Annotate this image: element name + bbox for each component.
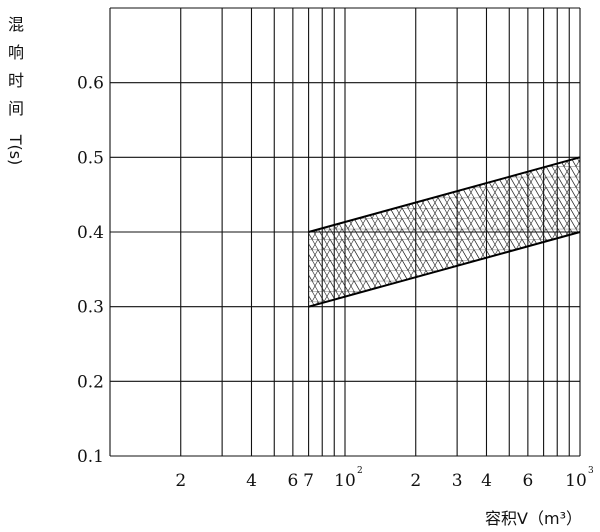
y-tick-label: 0.2 xyxy=(77,372,104,392)
y-axis-unit: T(s) xyxy=(6,134,25,166)
reverberation-band xyxy=(308,157,580,307)
x-axis-label: 容积V（m³） xyxy=(485,509,582,528)
x-tick-label: 3 xyxy=(452,471,463,491)
x-tick-label: 4 xyxy=(246,471,257,491)
y-axis-label-char: 时 xyxy=(8,71,24,90)
y-axis-label-char: 响 xyxy=(8,43,24,62)
y-tick-label: 0.3 xyxy=(77,298,104,318)
y-tick-label: 0.6 xyxy=(77,74,104,94)
y-tick-label: 0.4 xyxy=(77,223,104,243)
x-tick-label: 4 xyxy=(481,471,492,491)
y-tick-label: 0.1 xyxy=(77,447,104,467)
band-upper-line xyxy=(308,156,581,233)
x-tick-exponent: 3 xyxy=(588,466,594,476)
x-tick-label: 6 xyxy=(287,471,298,491)
x-tick-label: 10 xyxy=(334,471,356,491)
band-layer xyxy=(308,156,581,308)
y-axis-label-char: 混 xyxy=(8,15,24,34)
x-tick-label: 6 xyxy=(522,471,533,491)
band-lower-line xyxy=(308,231,581,308)
x-tick-label: 7 xyxy=(303,471,314,491)
x-tick-label: 2 xyxy=(410,471,421,491)
x-tick-label: 2 xyxy=(175,471,186,491)
y-tick-label: 0.5 xyxy=(77,148,104,168)
y-axis-label-char: 间 xyxy=(8,99,24,118)
x-tick-exponent: 2 xyxy=(357,466,363,476)
tick-labels: 0.10.20.30.40.50.62 4 6 7 10 2 2 3 4 6 10 3 xyxy=(77,74,594,491)
x-tick-label: 10 xyxy=(565,471,587,491)
